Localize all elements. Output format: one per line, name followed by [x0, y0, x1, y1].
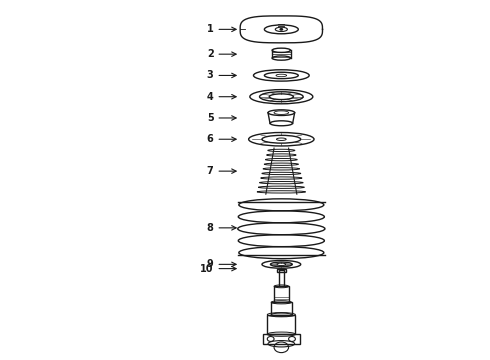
Bar [267, 315, 295, 334]
Bar [279, 270, 284, 286]
Bar [263, 334, 299, 344]
Bar [277, 269, 286, 272]
Text: 3: 3 [207, 71, 236, 80]
Text: 9: 9 [207, 259, 236, 269]
Circle shape [279, 28, 283, 31]
Bar [274, 286, 289, 302]
Bar [271, 302, 292, 315]
Text: 8: 8 [207, 223, 236, 233]
Text: 6: 6 [207, 134, 236, 144]
Text: 7: 7 [207, 166, 236, 176]
Text: 10: 10 [200, 264, 236, 274]
Text: 2: 2 [207, 49, 236, 59]
Text: 1: 1 [207, 24, 236, 34]
Text: 4: 4 [207, 92, 236, 102]
Text: 5: 5 [207, 113, 236, 123]
